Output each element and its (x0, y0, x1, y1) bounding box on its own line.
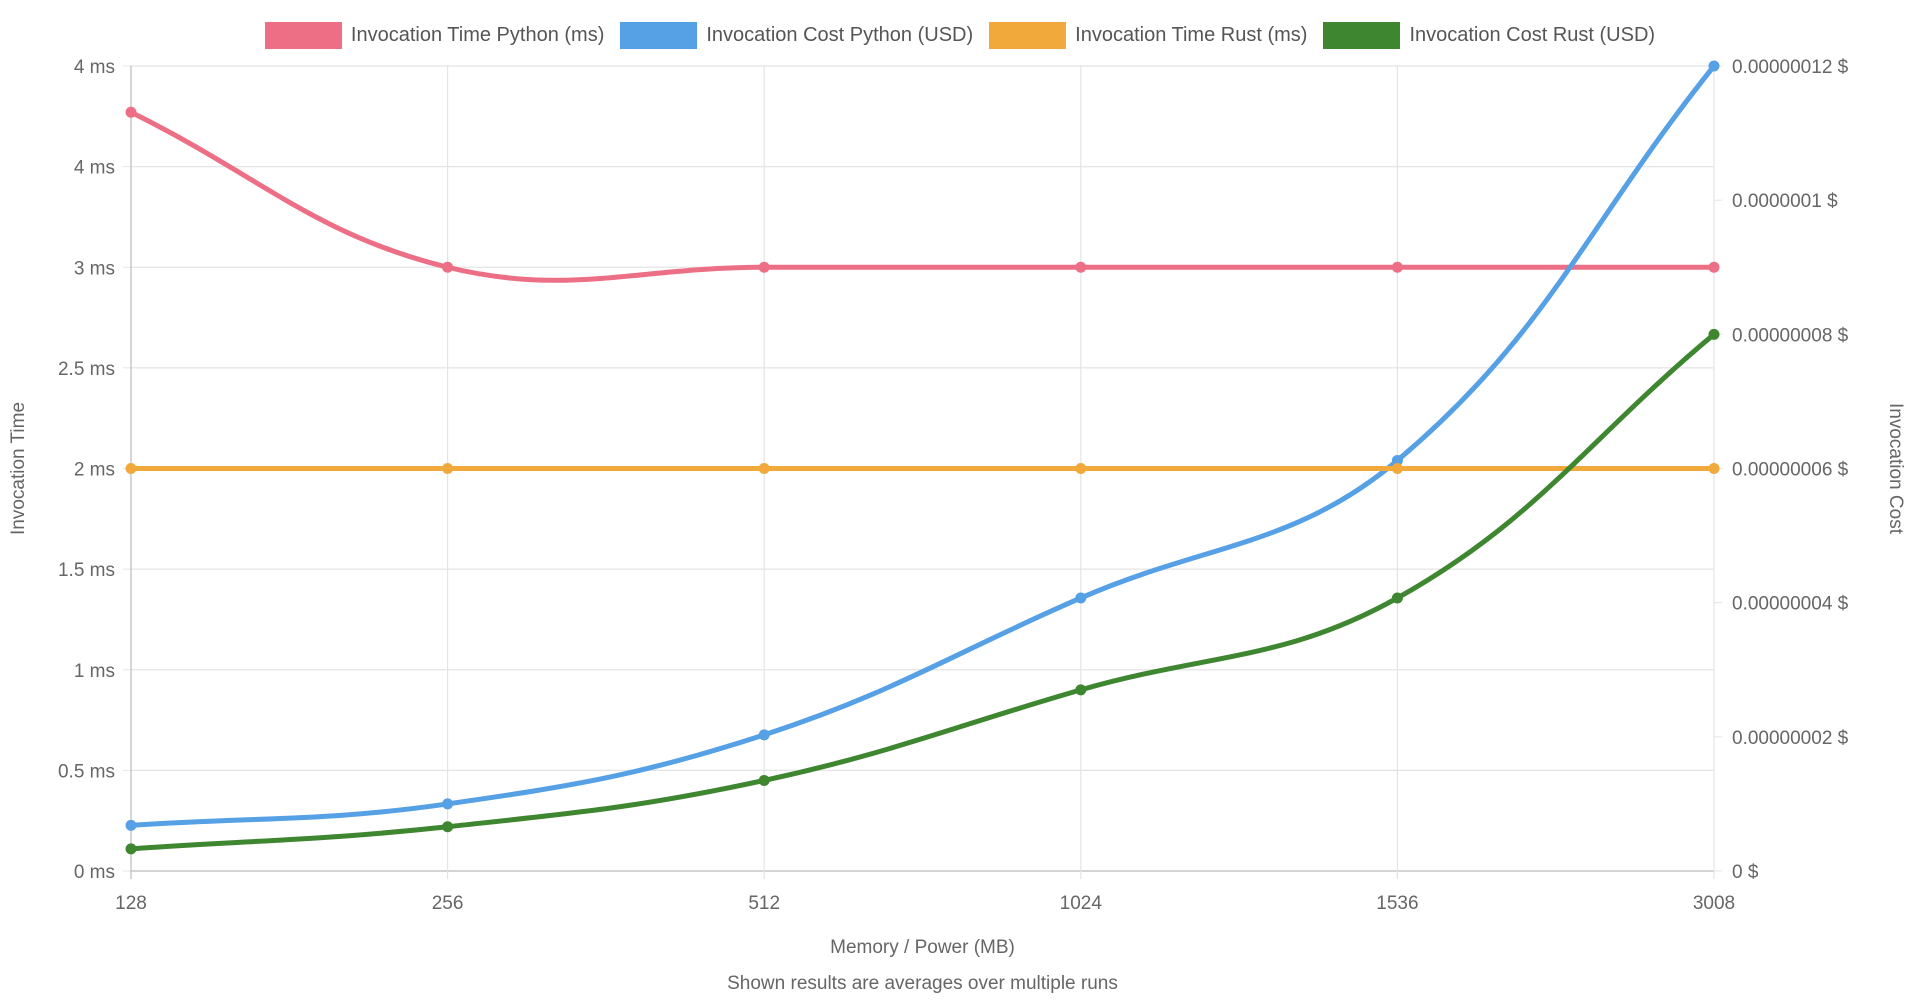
y-right-tick-label: 0 $ (1732, 862, 1759, 883)
data-point (125, 819, 137, 831)
y-left-tick-label: 2 ms (74, 460, 115, 481)
legend-label: Invocation Time Python (ms) (350, 24, 605, 46)
data-point (758, 774, 770, 786)
y-right-tick-label: 0.00000012 $ (1732, 57, 1849, 78)
y-left-axis-title: Invocation Time (8, 402, 29, 535)
x-tick-label: 1536 (1376, 893, 1418, 914)
data-point (1391, 454, 1403, 466)
y-right-tick-label: 0.00000008 $ (1732, 325, 1849, 346)
y-right-tick-label: 0.00000006 $ (1732, 460, 1849, 481)
chart-subtitle: Shown results are averages over multiple… (727, 973, 1118, 994)
legend-item[interactable]: Invocation Time Python (ms) (264, 22, 605, 49)
y-left-tick-label: 1 ms (74, 661, 115, 682)
legend-item[interactable]: Invocation Time Rust (ms) (989, 22, 1307, 49)
y-left-tick-label: 2.5 ms (58, 359, 115, 380)
y-right-tick-label: 0.00000004 $ (1732, 594, 1849, 615)
data-point (1391, 463, 1403, 474)
y-right-tick-label: 0.0000001 $ (1732, 191, 1838, 212)
x-tick-label: 512 (748, 893, 780, 914)
data-point (125, 843, 137, 855)
y-left-tick-label: 4 ms (74, 57, 115, 78)
data-point (442, 463, 454, 474)
data-point (758, 261, 770, 273)
data-point (442, 798, 454, 810)
legend-label: Invocation Time Rust (ms) (1075, 24, 1308, 46)
y-left-tick-label: 3 ms (74, 258, 115, 279)
y-left-tick-label: 1.5 ms (58, 560, 115, 581)
x-tick-label: 3008 (1693, 893, 1735, 914)
data-point (758, 729, 770, 741)
data-point (1708, 328, 1720, 340)
data-point (1391, 592, 1403, 604)
y-right-axis-title: Invocation Cost (1885, 403, 1906, 535)
x-tick-label: 256 (432, 893, 464, 914)
legend-swatch (264, 22, 342, 49)
y-right-tick-label: 0.00000002 $ (1732, 728, 1849, 749)
legend-swatch (989, 22, 1067, 49)
data-point (1708, 261, 1720, 273)
data-point (758, 463, 770, 474)
series-line (128, 109, 1717, 283)
y-left-tick-label: 0 ms (74, 862, 115, 883)
series-line (128, 331, 1717, 852)
legend-label: Invocation Cost Python (USD) (706, 24, 974, 46)
data-point (1075, 592, 1087, 604)
chart-legend: Invocation Time Python (ms) Invocation Co… (0, 22, 1920, 49)
data-point (442, 821, 454, 833)
data-point (1391, 261, 1403, 273)
x-tick-label: 128 (115, 893, 147, 914)
data-point (1708, 463, 1720, 474)
legend-item[interactable]: Invocation Cost Python (USD) (620, 22, 973, 49)
data-point (1075, 463, 1087, 474)
x-axis-title: Memory / Power (MB) (830, 937, 1015, 958)
legend-item[interactable]: Invocation Cost Rust (USD) (1323, 22, 1655, 49)
data-point (125, 463, 137, 474)
legend-swatch (1323, 22, 1401, 49)
data-point (125, 106, 137, 118)
legend-label: Invocation Cost Rust (USD) (1409, 24, 1656, 46)
series-line (128, 63, 1717, 828)
data-point (1075, 261, 1087, 273)
legend-swatch (620, 22, 698, 49)
data-point (442, 261, 454, 273)
data-point (1708, 60, 1720, 72)
y-left-tick-label: 4 ms (74, 158, 115, 179)
x-tick-label: 1024 (1060, 893, 1103, 914)
data-point (1075, 684, 1087, 696)
y-left-tick-label: 0.5 ms (58, 761, 115, 782)
